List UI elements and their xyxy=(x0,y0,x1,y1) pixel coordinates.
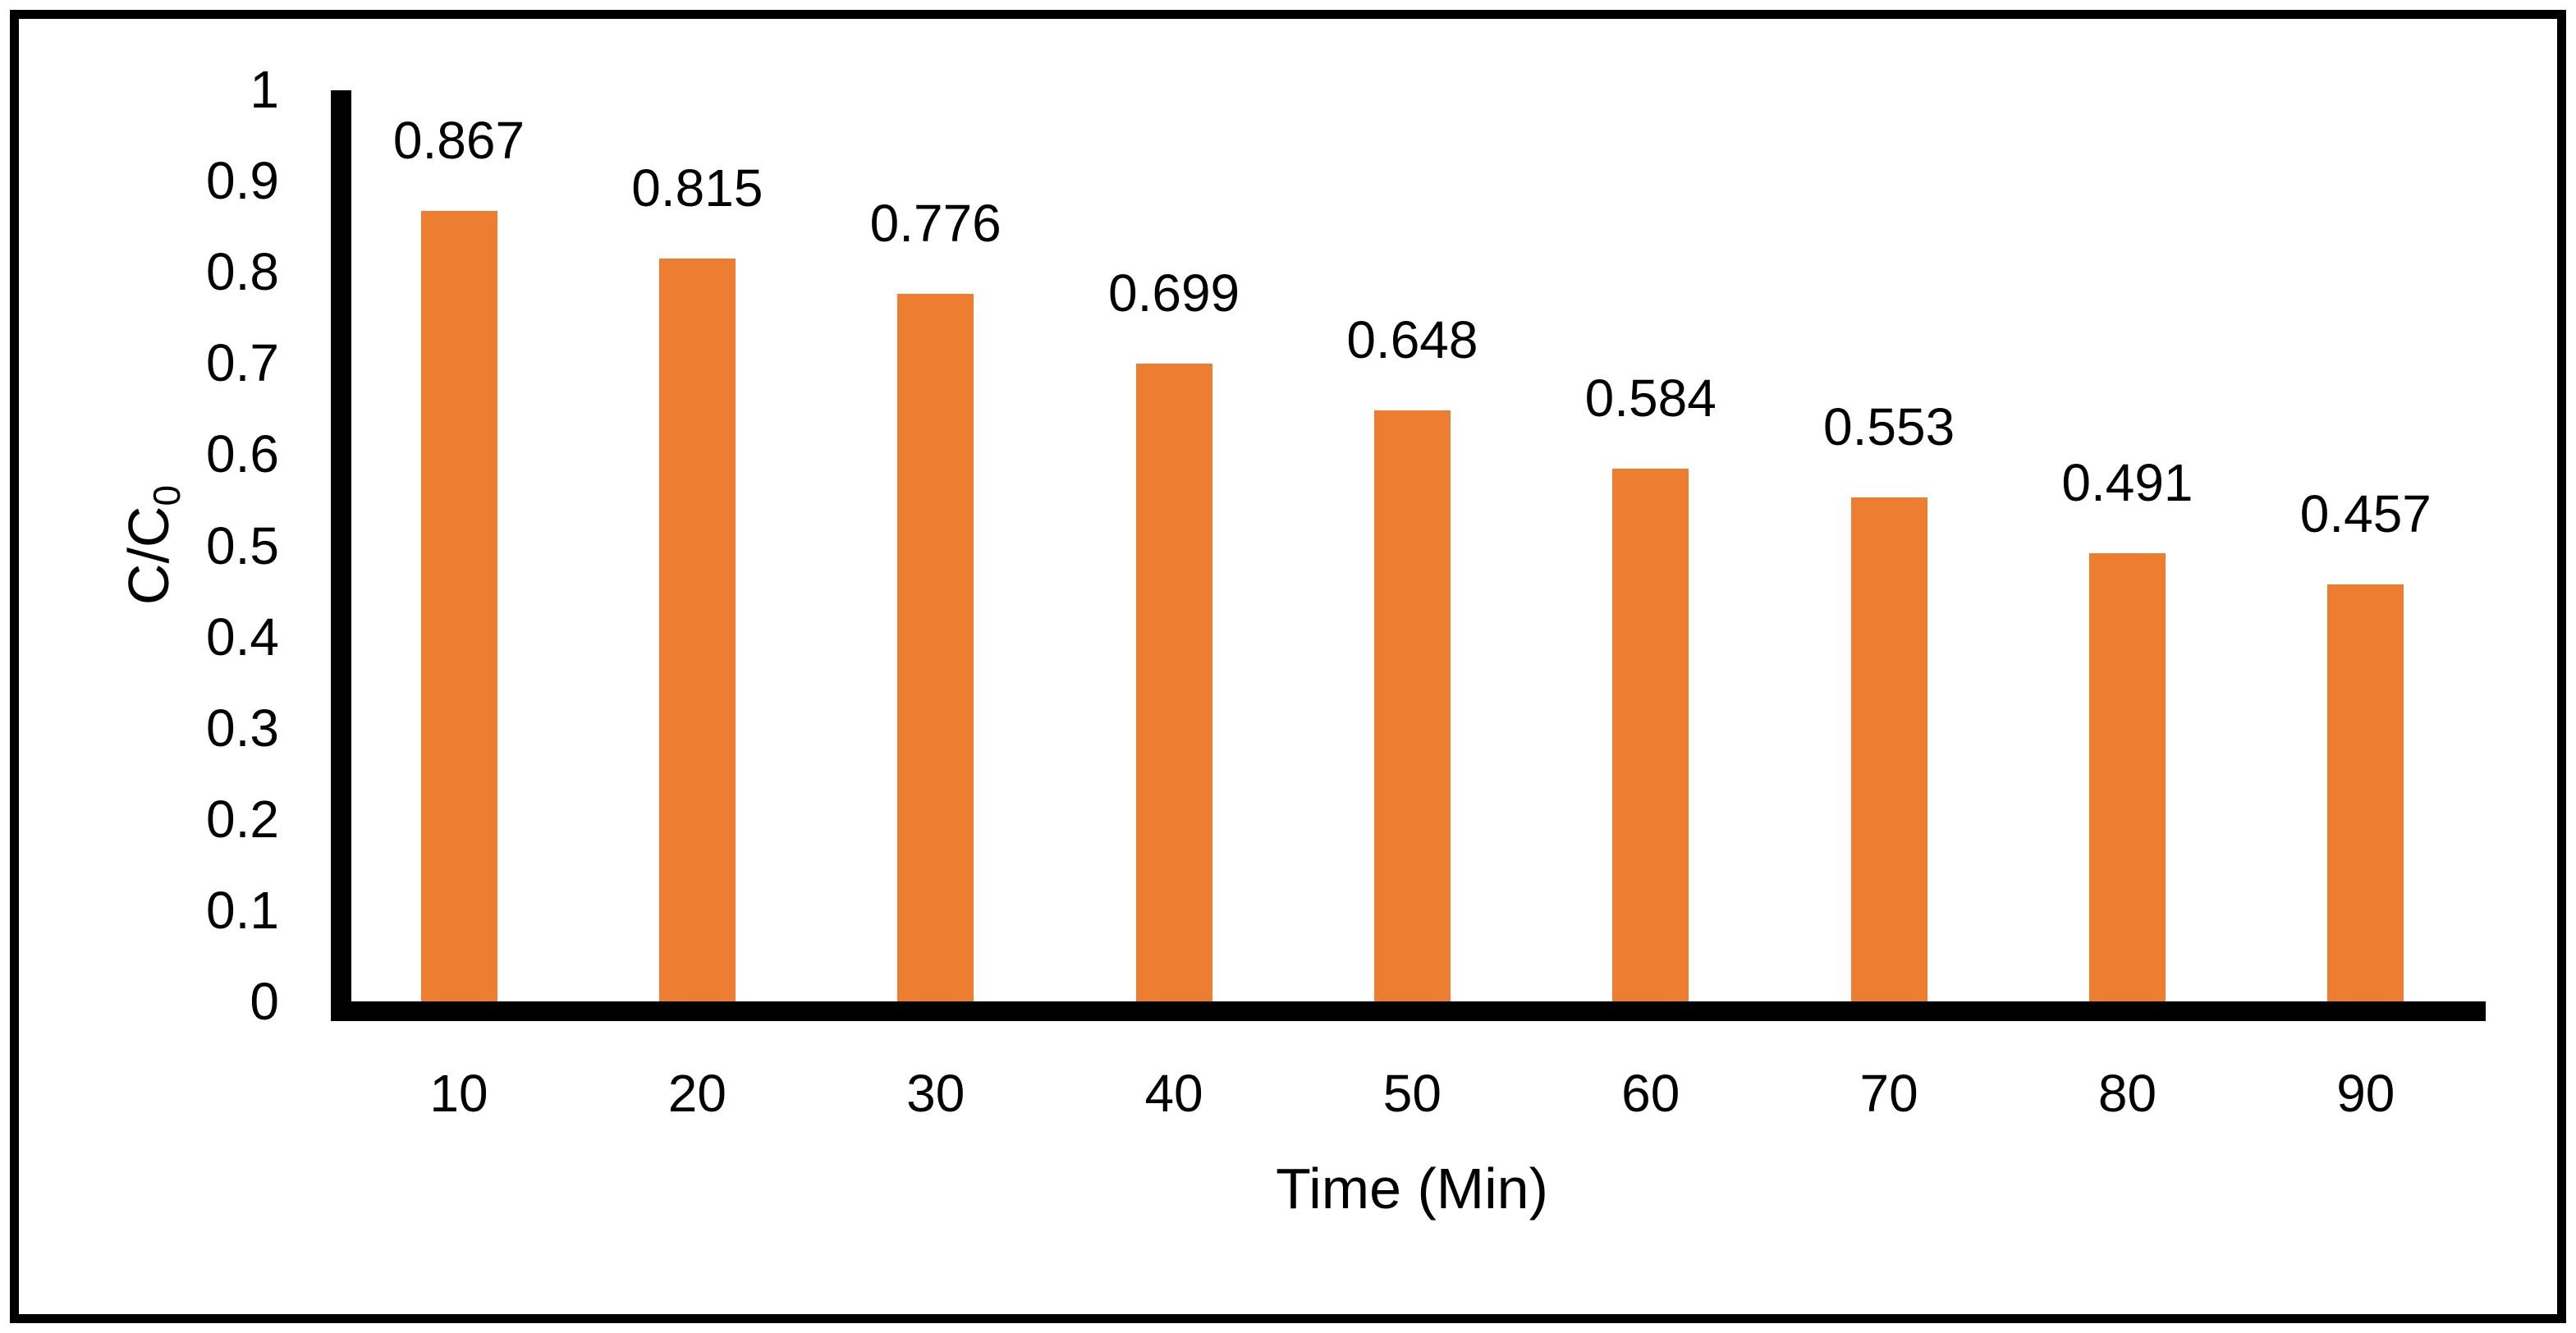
y-tick-label: 0.7 xyxy=(206,333,279,393)
y-tick-label: 0.6 xyxy=(206,424,279,484)
x-tick-label: 30 xyxy=(906,1064,965,1123)
bar-30min xyxy=(897,293,974,1001)
y-tick-label: 0.8 xyxy=(206,242,279,302)
bar-value-label: 0.457 xyxy=(2299,484,2432,544)
y-tick-label: 0.4 xyxy=(206,607,279,666)
y-tick-label: 0.9 xyxy=(206,151,279,211)
y-tick-label: 1 xyxy=(250,60,279,119)
bar-value-label: 0.815 xyxy=(631,158,763,218)
y-tick-label: 0 xyxy=(250,972,279,1031)
bar-value-label: 0.776 xyxy=(869,193,1002,253)
bar-60min xyxy=(1612,469,1689,1001)
x-tick-label: 70 xyxy=(1859,1064,1918,1123)
bar-70min xyxy=(1850,497,1927,1001)
figure-border xyxy=(10,10,2566,1323)
x-tick-label: 80 xyxy=(2097,1064,2157,1123)
x-axis-line xyxy=(331,1001,2486,1021)
bar-value-label: 0.553 xyxy=(1823,396,1955,456)
bar-10min xyxy=(420,210,497,1001)
x-tick-label: 60 xyxy=(1621,1064,1680,1123)
bar-90min xyxy=(2327,584,2404,1001)
bar-value-label: 0.584 xyxy=(1584,369,1717,428)
y-tick-label: 0.2 xyxy=(206,789,279,849)
bar-50min xyxy=(1373,410,1451,1001)
bar-value-label: 0.491 xyxy=(2061,453,2193,513)
bar-value-label: 0.867 xyxy=(392,110,525,170)
bar-40min xyxy=(1135,364,1212,1001)
x-tick-label: 90 xyxy=(2336,1064,2395,1123)
y-axis-title-base: C/C xyxy=(117,506,181,606)
x-tick-label: 40 xyxy=(1144,1064,1203,1123)
bar-80min xyxy=(2088,553,2166,1001)
x-axis-title: Time (Min) xyxy=(1276,1157,1548,1221)
x-tick-label: 50 xyxy=(1382,1064,1442,1123)
bar-20min xyxy=(658,258,736,1001)
bar-value-label: 0.648 xyxy=(1346,310,1478,370)
y-tick-label: 0.5 xyxy=(206,515,279,575)
y-tick-label: 0.1 xyxy=(206,880,279,940)
x-tick-label: 20 xyxy=(667,1064,727,1123)
x-tick-label: 10 xyxy=(429,1064,488,1123)
y-axis-line xyxy=(331,90,351,1021)
y-axis-title-subscript: 0 xyxy=(145,484,188,506)
y-tick-label: 0.3 xyxy=(206,698,279,758)
y-axis-title: C/C0 xyxy=(116,422,188,668)
bar-value-label: 0.699 xyxy=(1107,263,1240,323)
